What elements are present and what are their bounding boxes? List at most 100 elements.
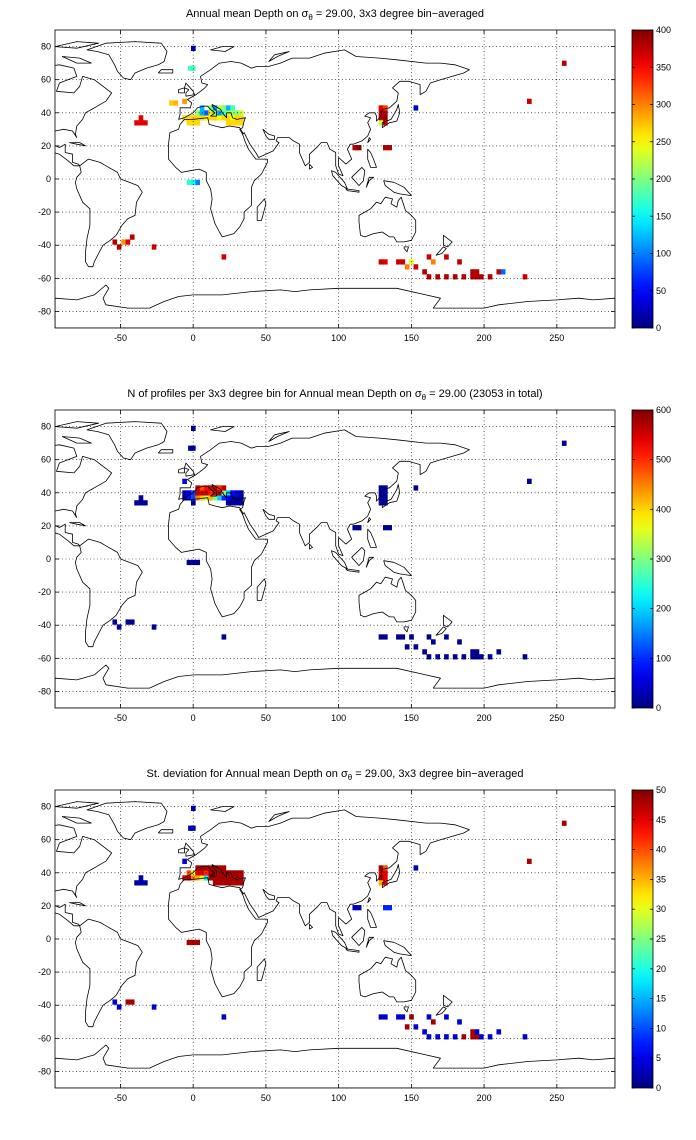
data-cell [195,495,201,501]
coastline-new-zealand [442,614,453,628]
coastline-madagascar [256,578,267,601]
y-tick-label: 60 [41,455,51,465]
data-cell [457,1019,462,1025]
data-cell [195,875,201,881]
chart-title-symbol: σ [341,768,348,780]
data-cell [138,500,144,506]
colorbar-tick-label: 0 [656,703,661,713]
coastline-iceland [157,829,174,834]
data-cell [112,619,118,625]
x-tick-label: 250 [549,333,564,343]
data-cell [221,865,227,871]
coastline-iceland [157,449,174,454]
coastline-sri-lanka [309,543,313,550]
data-cell [400,259,406,265]
data-cell [173,100,179,106]
data-cell [426,1014,432,1020]
data-cell [496,1029,502,1035]
data-cell [138,120,144,126]
data-cell [208,870,214,876]
chart-title-symbol: σ [415,388,422,400]
data-cell [383,115,388,121]
colorbar-tick-label: 250 [656,137,671,147]
data-cell [435,274,441,280]
colorbar-tick-label: 15 [656,994,666,1004]
data-cell [212,875,218,881]
data-cell [204,865,209,871]
coastline-new-zealand-south [435,626,447,636]
y-tick-label: 80 [41,802,51,812]
data-cell [479,274,484,280]
data-cell [400,1014,406,1020]
data-cell [221,115,227,121]
data-cell [125,239,131,245]
data-cell [195,120,201,126]
data-cell [221,105,227,111]
data-cell [479,1034,484,1040]
colorbar-tick-label: 150 [656,211,671,221]
data-cell [221,1014,227,1020]
data-cell [212,880,218,886]
data-cell [383,485,388,491]
data-cell [134,880,139,886]
data-cell [112,999,118,1005]
chart-title: St. deviation for Annual mean Depth on σ… [147,768,524,782]
data-cell [204,485,209,491]
data-cell [217,105,222,111]
coastline-new-zealand-south [435,246,447,256]
coastline-ireland [178,847,185,854]
coastline-south-america [75,918,143,1028]
y-tick-label: -80 [38,1066,51,1076]
data-cell [431,1019,436,1025]
panel-std-deviation: St. deviation for Annual mean Depth on σ… [0,760,696,1140]
coastline-novaya-zemlya [268,431,290,442]
data-cell [225,115,231,121]
data-cell [387,905,393,911]
map-chart-std-deviation: St. deviation for Annual mean Depth on σ… [38,768,666,1103]
data-cell [426,254,432,260]
coastline-sri-lanka [309,923,313,930]
coastline-eurasia [178,49,470,177]
data-cell [221,880,227,886]
coastline-canadian-islands-2 [55,421,99,429]
chart-title-prefix: N of profiles per 3x3 degree bin for Ann… [127,388,414,400]
colorbar-tick-label: 45 [656,815,666,825]
data-cell [195,559,201,566]
data-cell [134,500,139,506]
y-tick-label: -60 [38,1033,51,1043]
data-cell [474,649,480,655]
data-cell [387,145,393,151]
data-cell [378,120,384,126]
data-cell [186,939,192,946]
data-cell [383,120,388,126]
colorbar [632,790,653,1088]
x-tick-label: 200 [477,333,492,343]
coastline-africa [168,497,268,618]
data-cell [522,274,528,280]
data-cell [116,1004,122,1010]
data-cell [444,1014,449,1020]
data-cell [199,875,205,881]
data-cell [444,274,449,280]
data-cell [143,120,148,126]
data-cell [195,179,201,186]
data-cell [186,875,192,881]
data-cell [186,495,192,501]
data-cell [474,269,480,275]
data-cell [121,239,126,245]
data-cell [474,1034,480,1040]
data-cell [212,865,218,871]
data-cell [378,880,384,886]
coastline-new-zealand [442,234,453,248]
data-cell [435,654,441,660]
data-cell [383,870,388,876]
map-chart-profile-count: N of profiles per 3x3 degree bin for Ann… [38,388,671,723]
data-cell [221,875,227,881]
data-cell [561,440,567,446]
data-cell [191,500,196,506]
data-cell [426,654,432,660]
data-cell [151,244,157,250]
y-tick-label: -80 [38,686,51,696]
x-tick-label: 0 [191,713,196,723]
data-cell [138,880,144,886]
